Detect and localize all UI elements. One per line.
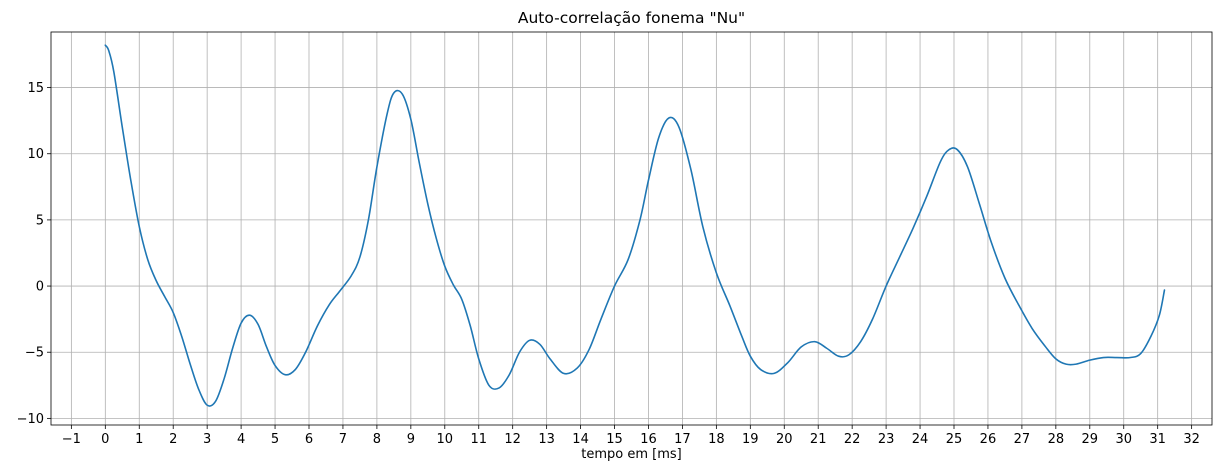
grid bbox=[51, 32, 1212, 425]
x-axis-title: tempo em [ms] bbox=[581, 447, 681, 462]
x-axis: −1 0 1 2 3 4 5 6 7 8 9 10 11 12 13 14 15 16 17 18 19 20 21 22 23… bbox=[62, 425, 1200, 447]
series-group bbox=[104, 44, 1166, 407]
x-tick-label: 9 bbox=[407, 432, 415, 447]
x-tick-label: 32 bbox=[1183, 432, 1200, 447]
x-tick-label: 4 bbox=[237, 432, 245, 447]
y-tick-label: −10 bbox=[17, 412, 44, 427]
x-tick-label: 2 bbox=[169, 432, 177, 447]
x-tick-label: 6 bbox=[305, 432, 313, 447]
y-tick-label: 10 bbox=[27, 147, 44, 162]
x-tick-label: 19 bbox=[742, 432, 759, 447]
y-tick-label: 5 bbox=[36, 213, 44, 228]
x-tick-label: 25 bbox=[946, 432, 963, 447]
x-tick-label: 29 bbox=[1082, 432, 1099, 447]
plot-spines bbox=[50, 31, 1213, 426]
y-axis: −10 −5 0 5 10 15 bbox=[17, 81, 51, 427]
y-tick-label: 0 bbox=[36, 280, 44, 295]
y-tick-label: −5 bbox=[25, 346, 44, 361]
x-tick-label: 16 bbox=[640, 432, 657, 447]
x-tick-label: 14 bbox=[572, 432, 589, 447]
x-tick-label: 8 bbox=[373, 432, 381, 447]
x-tick-label: 7 bbox=[339, 432, 347, 447]
x-tick-label: 12 bbox=[504, 432, 521, 447]
x-tick-label: 22 bbox=[844, 432, 861, 447]
x-tick-label: −1 bbox=[62, 432, 81, 447]
series-line bbox=[104, 44, 1166, 407]
x-tick-label: 27 bbox=[1014, 432, 1031, 447]
x-tick-label: 24 bbox=[912, 432, 929, 447]
x-tick-label: 0 bbox=[101, 432, 109, 447]
x-tick-label: 13 bbox=[538, 432, 555, 447]
x-tick-label: 21 bbox=[810, 432, 827, 447]
x-tick-label: 3 bbox=[203, 432, 211, 447]
x-tick-label: 23 bbox=[878, 432, 895, 447]
x-tick-label: 11 bbox=[470, 432, 487, 447]
plot-background bbox=[51, 32, 1212, 425]
plot-area bbox=[51, 32, 1212, 425]
x-tick-label: 20 bbox=[776, 432, 793, 447]
x-tick-label: 15 bbox=[606, 432, 623, 447]
x-tick-label: 26 bbox=[980, 432, 997, 447]
x-tick-label: 18 bbox=[708, 432, 725, 447]
x-tick-label: 1 bbox=[135, 432, 143, 447]
x-tick-label: 5 bbox=[271, 432, 279, 447]
x-tick-label: 31 bbox=[1149, 432, 1166, 447]
x-tick-label: 17 bbox=[674, 432, 691, 447]
x-tick-label: 30 bbox=[1115, 432, 1132, 447]
x-tick-label: 28 bbox=[1048, 432, 1065, 447]
x-tick-label: 10 bbox=[437, 432, 454, 447]
y-tick-label: 15 bbox=[27, 81, 44, 96]
chart-title: Auto-correlação fonema "Nu" bbox=[518, 9, 745, 27]
plot-frame bbox=[50, 31, 1213, 426]
